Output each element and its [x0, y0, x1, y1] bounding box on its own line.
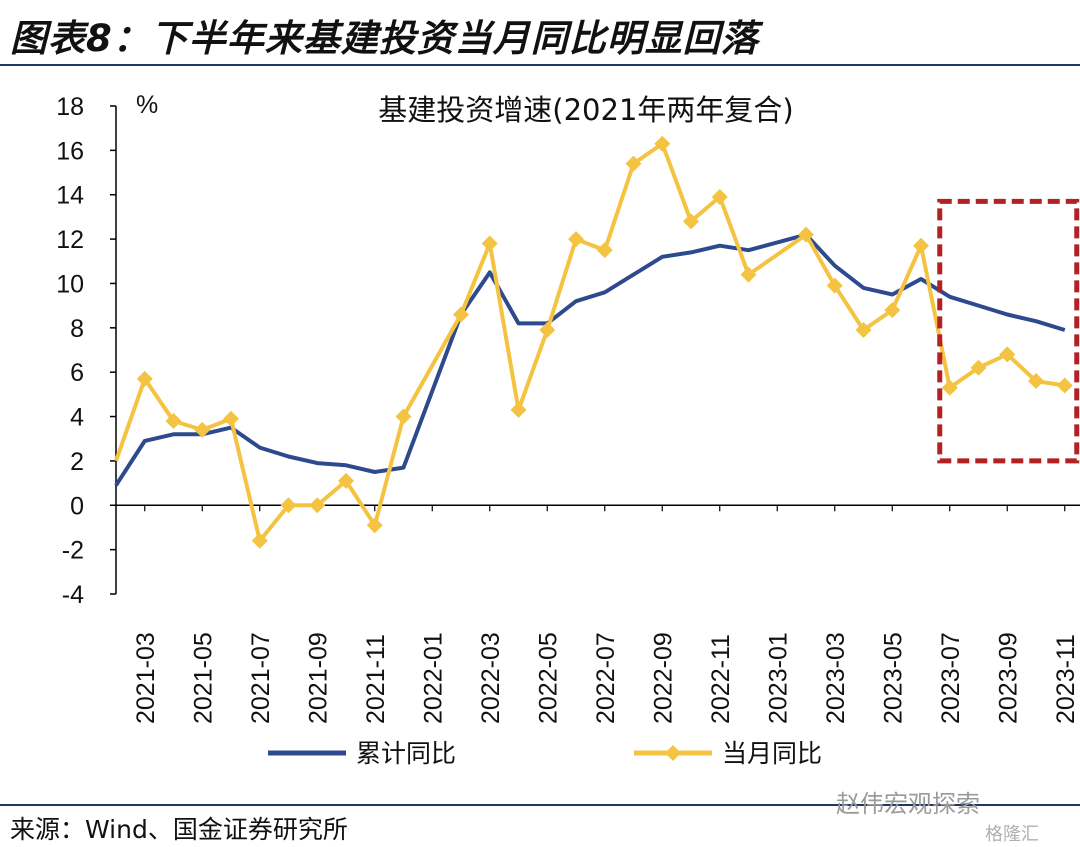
data-point-monthly — [826, 277, 843, 294]
data-point-monthly — [453, 306, 469, 323]
x-tick-label: 2023-09 — [994, 632, 1022, 724]
highlight-layer — [937, 198, 1080, 464]
y-unit-label: % — [136, 91, 158, 119]
data-point-monthly — [999, 346, 1016, 363]
y-tick-label: 12 — [56, 226, 84, 254]
x-axis: 2021-03 2021-05 2021-07 2021-09 2021-11 2022-… — [116, 504, 1080, 724]
data-point-monthly — [194, 421, 211, 438]
x-tick-label: 2023-11 — [1052, 634, 1080, 724]
data-point-monthly — [338, 472, 354, 489]
x-tick-label: 2021-09 — [304, 632, 332, 724]
x-tick-label: 2023-01 — [764, 632, 792, 724]
data-point-monthly — [366, 517, 383, 534]
data-point-monthly — [136, 370, 153, 387]
data-point-monthly — [884, 302, 901, 319]
x-tick-label: 2021-05 — [189, 632, 217, 724]
data-point-monthly — [683, 213, 699, 230]
y-tick-label: -2 — [62, 537, 84, 565]
data-point-monthly — [568, 231, 584, 248]
data-point-monthly — [625, 155, 642, 172]
watermark: 赵伟宏观探索 — [836, 790, 980, 818]
x-tick-label: 2021-11 — [362, 634, 390, 724]
data-point-monthly — [1028, 373, 1044, 390]
legend-marker-monthly — [665, 745, 681, 761]
y-tick-label: 18 — [56, 93, 84, 121]
legend: 累计同比 当月同比 — [268, 739, 822, 768]
data-point-monthly — [1056, 377, 1073, 394]
legend-label-monthly: 当月同比 — [722, 739, 822, 768]
x-tick-label: 2023-07 — [937, 632, 965, 724]
x-tick-label: 2023-05 — [879, 632, 907, 724]
x-tick-label: 2022-07 — [592, 632, 620, 724]
y-tick-label: 2 — [70, 448, 84, 476]
watermark-secondary: 格隆汇 — [985, 824, 1039, 845]
y-tick-label: 6 — [70, 359, 84, 387]
data-point-monthly — [855, 322, 872, 339]
legend-label-cumulative: 累计同比 — [356, 739, 456, 768]
x-tick-label: 2022-03 — [477, 632, 505, 724]
data-point-monthly — [970, 359, 987, 376]
data-point-monthly — [510, 401, 527, 418]
data-point-monthly — [309, 497, 326, 514]
data-point-monthly — [165, 412, 182, 429]
data-point-monthly — [740, 266, 757, 283]
data-point-monthly — [223, 410, 239, 427]
top-rule — [0, 64, 1080, 66]
source-note: 来源：Wind、国金证券研究所 — [10, 815, 348, 844]
y-tick-label: 10 — [56, 270, 84, 298]
y-tick-label: 0 — [70, 492, 84, 520]
highlight-box — [937, 198, 1080, 464]
y-tick-label: 8 — [70, 315, 84, 343]
data-point-monthly — [280, 497, 297, 514]
data-point-monthly — [596, 242, 613, 259]
x-tick-label: 2021-03 — [132, 632, 160, 724]
bottom-rule — [0, 804, 1080, 806]
series-line-monthly — [114, 141, 1066, 543]
y-tick-label: 16 — [56, 137, 84, 165]
data-point-monthly — [941, 379, 958, 396]
x-tick-label: 2022-09 — [649, 632, 677, 724]
y-tick-label: -4 — [62, 581, 84, 609]
series-line-cumulative — [114, 232, 1066, 487]
chart-title: 基建投资增速(2021年两年复合) — [378, 93, 793, 127]
y-tick-label: 4 — [70, 404, 84, 432]
x-tick-label: 2022-11 — [707, 634, 735, 724]
data-point-monthly — [913, 237, 929, 254]
x-tick-label: 2022-01 — [419, 632, 447, 724]
data-point-monthly — [654, 135, 671, 152]
series-layer — [114, 135, 1073, 549]
data-point-monthly — [395, 408, 412, 425]
data-point-monthly — [711, 188, 728, 205]
data-point-monthly — [798, 226, 814, 243]
data-point-monthly — [481, 235, 498, 252]
data-point-monthly — [539, 322, 556, 339]
y-tick-label: 14 — [56, 182, 84, 210]
x-tick-label: 2021-07 — [247, 632, 275, 724]
data-point-monthly — [251, 532, 268, 549]
figure-title: 图表8：下半年来基建投资当月同比明显回落 — [10, 17, 759, 60]
y-axis: -4 -2 0 2 4 6 8 10 12 14 16 18 — [56, 93, 117, 609]
x-tick-label: 2022-05 — [534, 632, 562, 724]
x-tick-label: 2023-03 — [822, 632, 850, 724]
